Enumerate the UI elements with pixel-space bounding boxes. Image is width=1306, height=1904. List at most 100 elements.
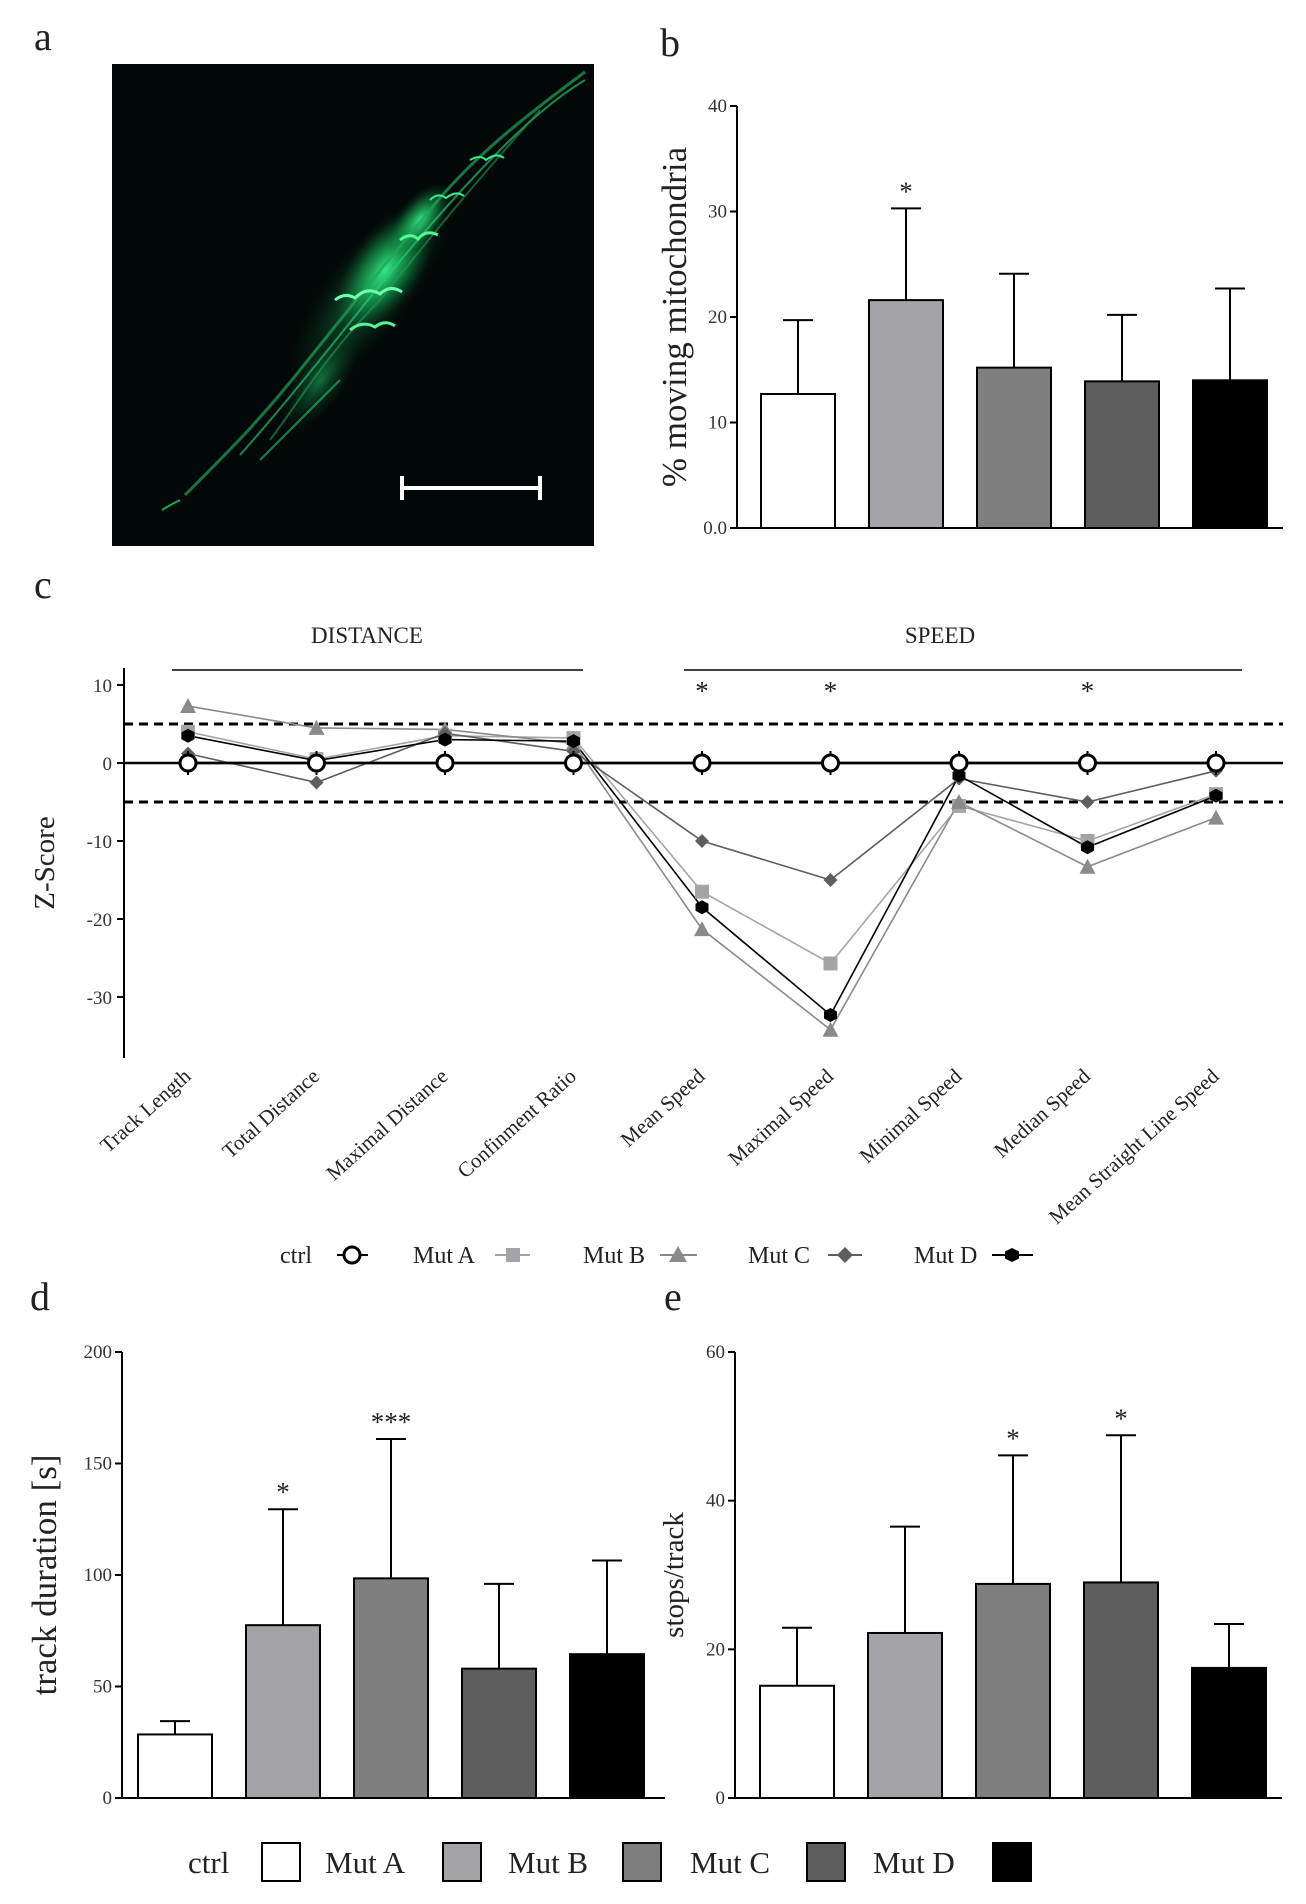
panel-letter-e: e bbox=[664, 1274, 682, 1319]
panel-c-group-label-speed: SPEED bbox=[905, 623, 975, 648]
panel-c-point-ctrl bbox=[178, 753, 198, 773]
legend-bottom-swatch-mutc bbox=[806, 1842, 846, 1882]
panel-e-bar-chart: 0 20 40 60 stops/track * * bbox=[658, 1342, 1282, 1809]
panel-letter-a: a bbox=[34, 14, 52, 59]
legend-bottom: ctrl Mut A Mut B Mut C Mut D bbox=[188, 1842, 1032, 1882]
panel-b-y-axis-label: % moving mitochondria bbox=[655, 146, 694, 487]
panel-c-xtick-label: Mean Speed bbox=[616, 1064, 710, 1152]
legend-c-marker-mutd bbox=[1005, 1248, 1019, 1262]
panel-letter-b: b bbox=[660, 20, 680, 65]
legend-c-label-mutb: Mut B bbox=[583, 1243, 645, 1269]
panel-e-bar-mutd bbox=[1191, 1666, 1267, 1799]
panel-b-bar-muta bbox=[868, 299, 944, 529]
panel-c-significance-star: * bbox=[824, 676, 838, 706]
panel-c-xtick-label: Track Length bbox=[95, 1064, 195, 1158]
panel-c-y-axis-label: Z-Score bbox=[29, 816, 61, 909]
panel-c-point-muta bbox=[695, 884, 709, 899]
panel-c-point-mutd bbox=[1081, 840, 1094, 855]
panel-c-line-chart: 10 0 -10 -20 -30 Z-Score DISTANCE SPEED * * * Track… bbox=[29, 623, 1283, 1229]
panel-e-significance-star: * bbox=[1114, 1403, 1128, 1433]
panel-c-xtick-label: Maximal Speed bbox=[723, 1064, 838, 1171]
panel-c-point-mutb bbox=[1079, 858, 1096, 874]
panel-c-point-mutd bbox=[181, 728, 195, 743]
panel-c-point-mutd bbox=[824, 1007, 837, 1022]
panel-e-ytick-label: 20 bbox=[706, 1639, 725, 1660]
panel-c-point-ctrl bbox=[307, 753, 326, 773]
panel-c-point-mutb bbox=[951, 794, 967, 809]
panel-d-bar-mutc bbox=[461, 1667, 537, 1800]
panel-c-xtick-label: Confinment Ratio bbox=[453, 1064, 581, 1183]
panel-c-point-mutb bbox=[822, 1021, 839, 1037]
panel-c-ytick-label: -10 bbox=[87, 832, 112, 853]
panel-c-point-mutc bbox=[309, 775, 324, 790]
legend-bottom-swatch-mutd bbox=[992, 1842, 1032, 1882]
legend-c-marker-muta bbox=[506, 1248, 520, 1262]
panel-b-bar-mutc bbox=[1084, 380, 1160, 530]
panel-b-ytick-label: 20 bbox=[708, 307, 727, 328]
panel-c-significance-star: * bbox=[1081, 676, 1095, 706]
panel-c-ytick-label: 0 bbox=[103, 754, 113, 775]
legend-bottom-label-muta: Mut A bbox=[325, 1845, 406, 1880]
panel-c-point-ctrl bbox=[821, 753, 840, 773]
legend-c-label-mutd: Mut D bbox=[914, 1243, 977, 1269]
panel-b-significance-star: * bbox=[899, 176, 913, 206]
panel-e-ytick-label: 40 bbox=[706, 1491, 725, 1512]
panel-d-y-axis-label: track duration [s] bbox=[25, 1454, 64, 1695]
legend-c-marker-mutc bbox=[837, 1247, 853, 1263]
legend-bottom-label-mutc: Mut C bbox=[690, 1845, 770, 1880]
panel-c-group-label-distance: DISTANCE bbox=[311, 623, 423, 648]
legend-bottom-swatch-ctrl bbox=[261, 1842, 301, 1882]
legend-c-marker-ctrl bbox=[342, 1245, 362, 1265]
panel-b-bar-mutb bbox=[976, 366, 1052, 530]
panel-c-point-ctrl bbox=[692, 753, 712, 773]
panel-c-xtick-label: Minimal Speed bbox=[854, 1064, 966, 1168]
panel-d-ytick-label: 150 bbox=[84, 1454, 113, 1475]
panel-d-bar-muta bbox=[245, 1624, 321, 1800]
legend-bottom-swatch-muta bbox=[442, 1842, 482, 1882]
legend-bottom-label-mutb: Mut B bbox=[508, 1845, 588, 1880]
panel-d-ytick-label: 50 bbox=[93, 1677, 112, 1698]
legend-c-label-mutc: Mut C bbox=[748, 1243, 810, 1269]
panel-e-ytick-label: 0 bbox=[716, 1788, 726, 1809]
panel-b-ytick-label: 10 bbox=[708, 413, 727, 434]
panel-e-bar-mutb bbox=[975, 1582, 1051, 1800]
panel-b-ytick-label: 40 bbox=[708, 96, 727, 117]
panel-c-point-mutd bbox=[567, 734, 580, 749]
panel-c-point-ctrl bbox=[949, 753, 969, 773]
panel-d-ytick-label: 100 bbox=[84, 1565, 113, 1586]
micrograph-image bbox=[112, 64, 594, 546]
panel-c-xtick-label: Total Distance bbox=[217, 1064, 323, 1163]
panel-c-xtick-label: Maximal Distance bbox=[321, 1064, 452, 1185]
panel-e-bar-ctrl bbox=[759, 1684, 835, 1800]
panel-c-point-muta bbox=[823, 956, 838, 971]
panel-c-point-mutb bbox=[1208, 809, 1224, 825]
panel-c-point-mutc bbox=[1080, 795, 1095, 809]
panel-e-bar-muta bbox=[867, 1631, 943, 1799]
panel-d-bar-mutd bbox=[569, 1653, 645, 1800]
legend-c: ctrl Mut A Mut B Mut C Mut D bbox=[280, 1243, 1033, 1269]
panel-c-ytick-label: -20 bbox=[87, 910, 112, 931]
panel-d-ytick-label: 0 bbox=[103, 1788, 113, 1809]
panel-d-bar-ctrl bbox=[137, 1733, 213, 1799]
panel-c-point-ctrl bbox=[435, 753, 455, 773]
panel-letter-c: c bbox=[34, 562, 52, 607]
panel-c-point-mutc bbox=[823, 873, 838, 887]
panel-e-ytick-label: 60 bbox=[706, 1342, 725, 1363]
panel-c-point-mutc bbox=[695, 834, 709, 848]
panel-b-bar-ctrl bbox=[760, 393, 836, 530]
legend-bottom-label-ctrl: ctrl bbox=[188, 1845, 229, 1880]
panel-c-point-mutb bbox=[308, 719, 325, 735]
legend-bottom-label-mutd: Mut D bbox=[873, 1845, 955, 1880]
panel-e-significance-star: * bbox=[1006, 1423, 1020, 1453]
panel-c-ytick-label: -30 bbox=[87, 988, 112, 1009]
panel-c-point-ctrl bbox=[1206, 753, 1226, 773]
panel-c-point-mutd bbox=[1209, 788, 1223, 803]
panel-c-xtick-label: Median Speed bbox=[989, 1064, 1095, 1163]
panel-d-significance-star: * bbox=[276, 1477, 290, 1507]
panel-b-ytick-label: 30 bbox=[708, 202, 727, 223]
panel-c-point-mutb bbox=[694, 921, 710, 937]
panel-letter-d: d bbox=[30, 1274, 50, 1319]
panel-c-point-mutb bbox=[180, 698, 196, 714]
